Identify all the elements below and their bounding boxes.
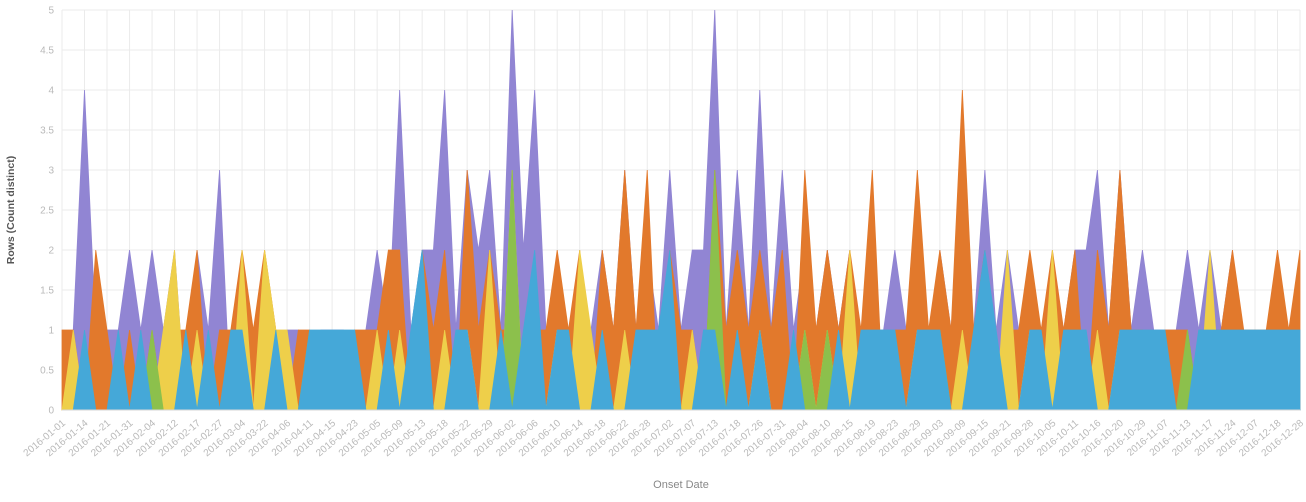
y-tick-label: 4 bbox=[48, 86, 54, 97]
y-tick-label: 4.5 bbox=[40, 46, 54, 57]
y-axis-title: Rows (Count distinct) bbox=[5, 156, 17, 265]
y-tick-label: 3.5 bbox=[40, 126, 54, 137]
y-tick-label: 2.5 bbox=[40, 206, 54, 217]
y-tick-label: 0.5 bbox=[40, 366, 54, 377]
x-axis-title: Onset Date bbox=[653, 479, 709, 491]
y-tick-label: 1.5 bbox=[40, 286, 54, 297]
y-tick-label: 1 bbox=[48, 326, 54, 337]
y-tick-label: 0 bbox=[48, 406, 54, 417]
y-tick-label: 5 bbox=[48, 6, 54, 17]
area-series-yellow[interactable] bbox=[61, 169, 1300, 411]
y-tick-label: 3 bbox=[48, 166, 54, 177]
y-tick-label: 2 bbox=[48, 246, 54, 257]
